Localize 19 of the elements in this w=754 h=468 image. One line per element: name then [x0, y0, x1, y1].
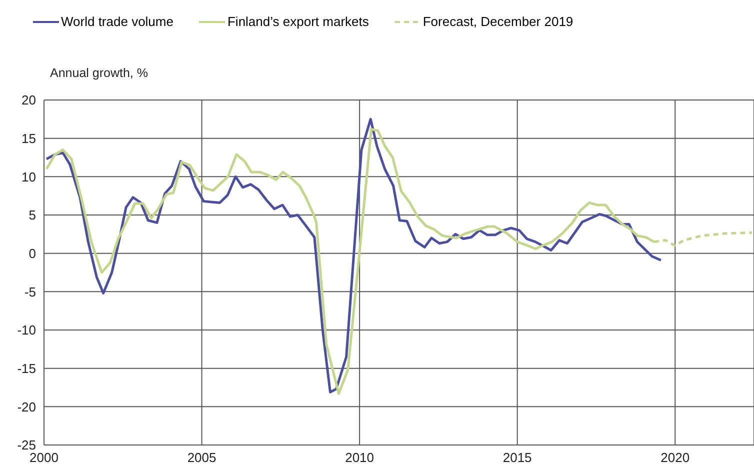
y-tick-label: 5: [28, 208, 36, 223]
x-tick-label: 2000: [30, 450, 58, 466]
y-tick-label: 15: [22, 130, 36, 146]
y-tick-label: -5: [24, 284, 36, 300]
legend-label: Forecast, December 2019: [422, 14, 574, 29]
x-tick-label: 2015: [502, 450, 532, 466]
y-tick-label: 10: [22, 169, 36, 184]
y-tick-label: -25: [17, 438, 36, 453]
y-tick-label: 0: [28, 246, 36, 261]
y-tick-label: -20: [17, 399, 36, 414]
y-tick-label: -10: [17, 322, 36, 338]
x-tick-label: 2005: [187, 450, 216, 466]
y-axis-title: Annual growth, %: [50, 66, 148, 80]
y-tick-label: 20: [22, 92, 36, 108]
x-tick-label: 2010: [345, 450, 374, 466]
legend-label: World trade volume: [61, 14, 174, 29]
x-tick-label: 2020: [660, 450, 690, 466]
y-tick-label: -15: [17, 360, 36, 376]
legend-label: Finland’s export markets: [227, 14, 369, 29]
